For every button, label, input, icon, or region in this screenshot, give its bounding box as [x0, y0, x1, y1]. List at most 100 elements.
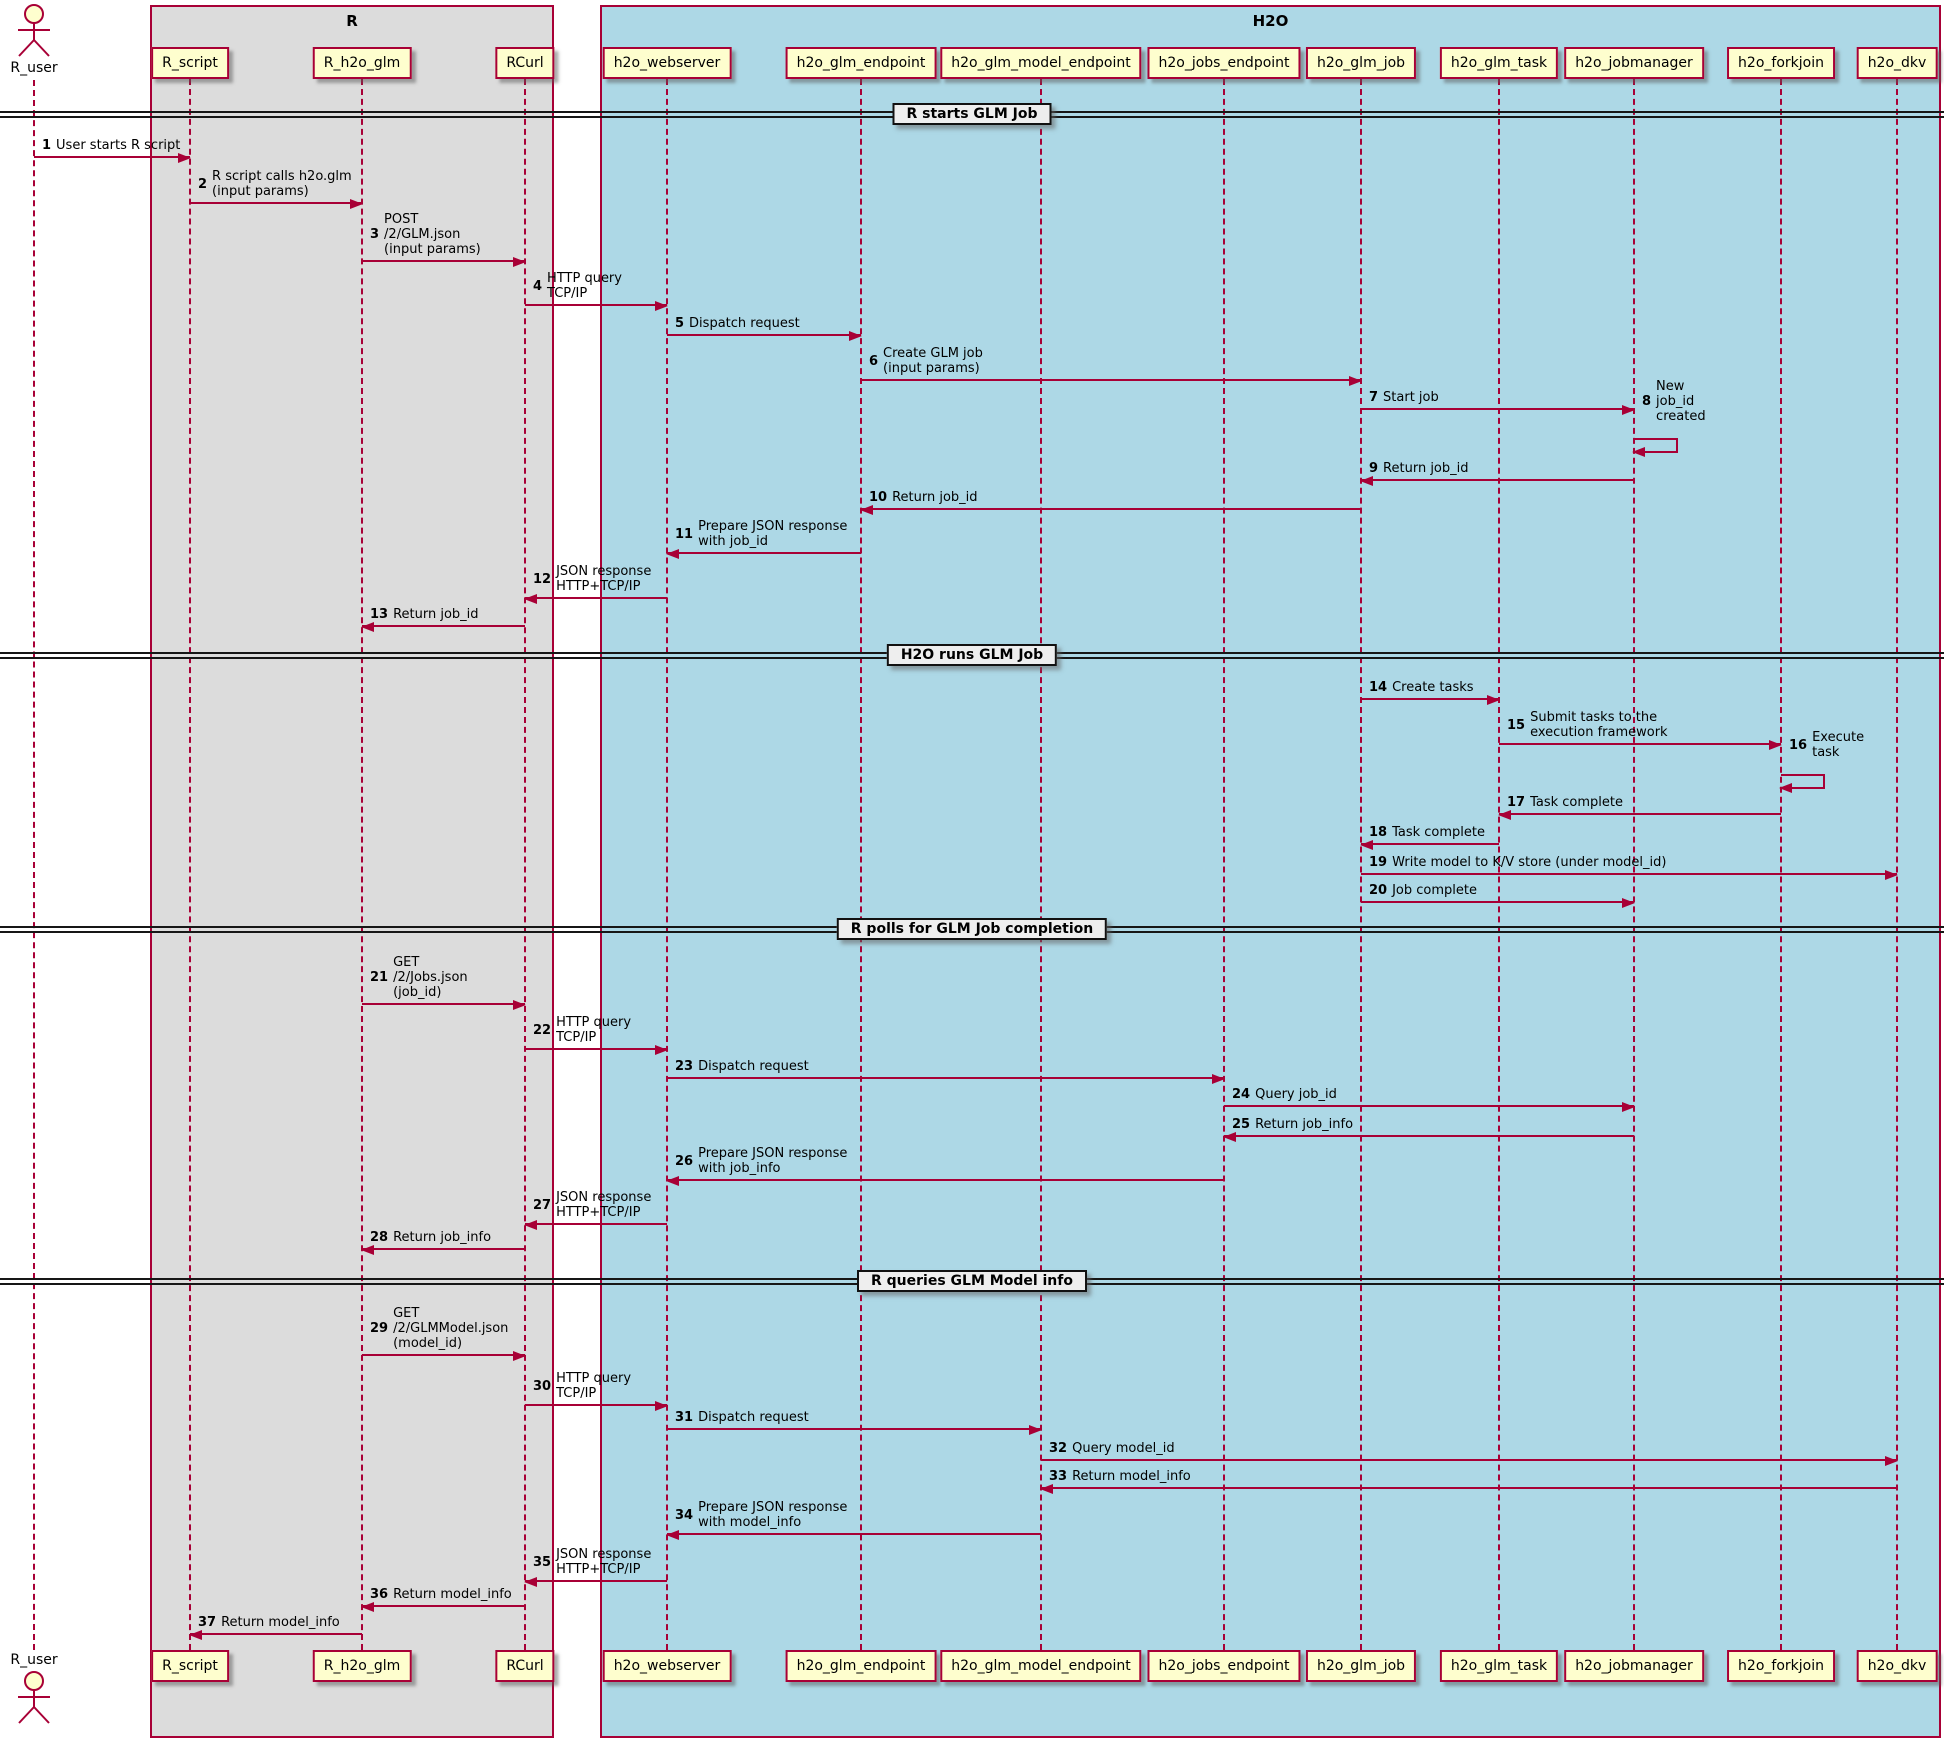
message-label: R script calls h2o.glm (input params) [212, 169, 352, 199]
participant-bottom-h2o-dkv: h2o_dkv [1856, 1650, 1938, 1682]
lifeline-h2o-forkjoin [1780, 79, 1782, 1650]
actor-figure-icon [6, 1670, 62, 1730]
lifeline-r-script [189, 79, 191, 1650]
arrowhead-icon [524, 1220, 537, 1230]
arrowhead-icon [178, 153, 191, 163]
lifeline-h2o-webserver [666, 79, 668, 1650]
actor-label-bottom: R_user [10, 1652, 58, 1668]
arrowhead-icon [1769, 740, 1782, 750]
message-label: HTTP query TCP/IP [556, 1015, 632, 1045]
lifeline-h2o-glm-job [1360, 79, 1362, 1650]
arrowhead-icon [1622, 898, 1635, 908]
arrowhead-icon [513, 1351, 526, 1361]
message-label: Return job_id [892, 490, 978, 505]
message-label: Task complete [1530, 795, 1624, 810]
arrowhead-icon [666, 1530, 679, 1540]
arrowhead-icon [860, 505, 873, 515]
arrowhead-icon [1498, 810, 1511, 820]
self-message-loop [1779, 774, 1825, 793]
lifeline-h2o-dkv [1896, 79, 1898, 1650]
arrowhead-icon [1223, 1132, 1236, 1142]
arrowhead-icon [350, 199, 363, 209]
frame-r-title: R [346, 12, 358, 30]
arrowhead-icon [513, 257, 526, 267]
message-label: Prepare JSON response with job_id [698, 519, 848, 549]
arrowhead-icon [655, 301, 668, 311]
arrowhead-icon [524, 594, 537, 604]
participant-bottom-rcurl: RCurl [495, 1650, 555, 1682]
message-label: JSON response HTTP+TCP/IP [556, 1190, 652, 1220]
message-label: Dispatch request [689, 316, 800, 331]
participant-bottom-h2o-glm-task: h2o_glm_task [1439, 1650, 1559, 1682]
lifeline-r-h2o-glm [361, 79, 363, 1650]
frame-h2o-title: H2O [1252, 12, 1289, 30]
message-label: Dispatch request [698, 1059, 809, 1074]
message-label: Return model_info [1072, 1469, 1191, 1484]
actor-label-top: R_user [10, 60, 58, 76]
divider-label-4: R queries GLM Model info [857, 1270, 1087, 1292]
arrowhead-icon [1885, 870, 1898, 880]
message-label: Return model_info [221, 1615, 340, 1630]
arrowhead-icon [655, 1045, 668, 1055]
participant-bottom-h2o-glm-job: h2o_glm_job [1305, 1650, 1417, 1682]
message-label: Return job_info [1255, 1117, 1354, 1132]
message-label: JSON response HTTP+TCP/IP [556, 564, 652, 594]
arrowhead-icon [1622, 1102, 1635, 1112]
lifeline-r-user [33, 80, 35, 1650]
participant-top-h2o-forkjoin: h2o_forkjoin [1727, 47, 1835, 79]
arrowhead-icon [1029, 1425, 1042, 1435]
arrowhead-icon [1885, 1456, 1898, 1466]
message-label: Execute task [1812, 730, 1865, 760]
participant-top-h2o-jobmanager: h2o_jobmanager [1564, 47, 1704, 79]
participant-top-h2o-glm-model-endpoint: h2o_glm_model_endpoint [940, 47, 1142, 79]
message-label: Return model_info [393, 1587, 512, 1602]
message-label: HTTP query TCP/IP [547, 271, 622, 301]
participant-top-h2o-glm-endpoint: h2o_glm_endpoint [785, 47, 937, 79]
arrowhead-icon [1622, 405, 1635, 415]
frame-h2o: H2O [600, 5, 1941, 1738]
arrowhead-icon [513, 1000, 526, 1010]
message-label: Dispatch request [698, 1410, 809, 1425]
message-label: JSON response HTTP+TCP/IP [556, 1547, 652, 1577]
lifeline-h2o-glm-task [1498, 79, 1500, 1650]
message-label: Submit tasks to the execution framework [1530, 710, 1668, 740]
lifeline-h2o-jobs-endpoint [1223, 79, 1225, 1650]
message-label: Job complete [1392, 883, 1477, 898]
message-label: Prepare JSON response with model_info [698, 1500, 848, 1530]
divider-label-1: R starts GLM Job [892, 103, 1052, 125]
arrowhead-icon [666, 1176, 679, 1186]
arrowhead-icon [1360, 476, 1373, 486]
actor-figure-icon [6, 3, 62, 63]
message-label: HTTP query TCP/IP [556, 1371, 632, 1401]
participant-bottom-r-script: R_script [151, 1650, 229, 1682]
participant-top-h2o-jobs-endpoint: h2o_jobs_endpoint [1147, 47, 1301, 79]
arrowhead-icon [666, 549, 679, 559]
message-label: Query model_id [1072, 1441, 1175, 1456]
participant-top-h2o-glm-task: h2o_glm_task [1439, 47, 1559, 79]
message-label: User starts R script [56, 138, 181, 153]
arrowhead-icon [189, 1630, 202, 1640]
arrowhead-icon [1487, 695, 1500, 705]
participant-bottom-h2o-webserver: h2o_webserver [602, 1650, 732, 1682]
participant-top-r-script: R_script [151, 47, 229, 79]
arrowhead-icon [1040, 1484, 1053, 1494]
arrowhead-icon [1349, 376, 1362, 386]
arrowhead-icon [849, 331, 862, 341]
message-label: Prepare JSON response with job_info [698, 1146, 848, 1176]
participant-bottom-h2o-forkjoin: h2o_forkjoin [1727, 1650, 1835, 1682]
lifeline-h2o-jobmanager [1633, 79, 1635, 1650]
message-label: Return job_id [1383, 461, 1469, 476]
message-label: Start job [1383, 390, 1439, 405]
message-label: New job_id created [1656, 379, 1706, 424]
arrowhead-icon [1212, 1074, 1225, 1084]
message-label: Return job_id [393, 607, 479, 622]
arrowhead-icon [361, 1245, 374, 1255]
arrowhead-icon [1779, 783, 1792, 793]
message-label: Write model to K/V store (under model_id… [1392, 855, 1667, 870]
message-label: Return job_info [393, 1230, 492, 1245]
message-label: GET /2/GLMModel.json (model_id) [393, 1306, 509, 1351]
lifeline-h2o-glm-endpoint [860, 79, 862, 1650]
arrowhead-icon [1360, 840, 1373, 850]
divider-label-2: H2O runs GLM Job [886, 644, 1058, 666]
